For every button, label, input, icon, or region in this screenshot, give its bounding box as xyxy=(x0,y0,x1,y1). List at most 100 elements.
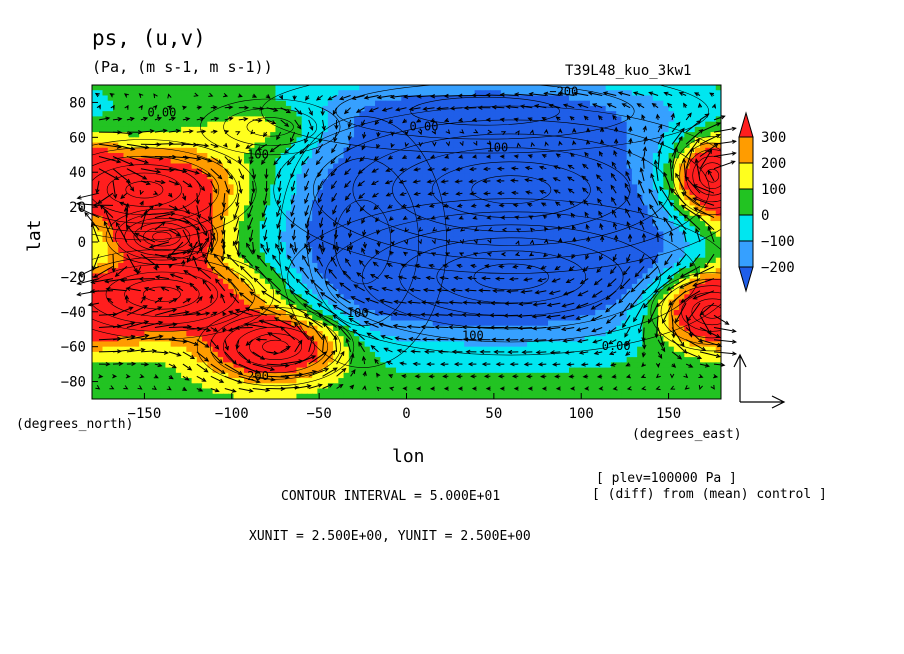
field-cell xyxy=(317,268,324,274)
field-cell xyxy=(207,273,214,280)
field-cell xyxy=(280,137,287,144)
field-cell xyxy=(642,215,649,222)
field-cell xyxy=(118,236,125,243)
field-cell xyxy=(647,200,654,206)
field-cell xyxy=(327,210,334,217)
field-cell xyxy=(306,273,313,280)
field-cell xyxy=(684,273,691,280)
field-cell xyxy=(291,90,298,97)
field-cell xyxy=(511,158,518,165)
field-cell xyxy=(574,194,581,201)
field-cell xyxy=(453,283,460,290)
field-cell xyxy=(579,163,586,170)
field-cell xyxy=(312,221,318,227)
field-cell xyxy=(144,257,151,264)
field-cell xyxy=(170,268,177,274)
field-cell xyxy=(343,200,350,206)
field-cell xyxy=(154,126,161,133)
field-cell xyxy=(631,147,638,154)
field-cell xyxy=(92,121,98,128)
field-cell xyxy=(338,200,345,206)
field-cell xyxy=(532,247,539,254)
field-cell xyxy=(144,273,151,280)
field-cell xyxy=(338,158,345,165)
field-cell xyxy=(453,278,460,285)
field-cell xyxy=(170,299,177,306)
field-cell xyxy=(642,153,649,159)
field-cell xyxy=(490,221,497,227)
field-cell xyxy=(652,242,659,248)
field-cell xyxy=(500,189,507,196)
field-cell xyxy=(259,116,266,123)
field-cell xyxy=(369,85,376,91)
field-cell xyxy=(616,105,623,112)
field-cell xyxy=(301,85,308,91)
field-cell xyxy=(327,85,334,91)
field-cell xyxy=(275,215,282,222)
field-cell xyxy=(663,121,670,128)
field-cell xyxy=(317,231,324,238)
field-cell xyxy=(553,105,560,112)
field-cell xyxy=(537,257,544,264)
field-cell xyxy=(207,121,214,128)
field-cell xyxy=(396,168,402,175)
field-cell xyxy=(375,189,381,196)
field-cell xyxy=(443,147,450,154)
field-cell xyxy=(223,132,229,138)
field-cell xyxy=(133,132,140,138)
field-cell xyxy=(490,215,497,222)
field-cell xyxy=(516,231,523,238)
field-cell xyxy=(107,153,114,159)
field-cell xyxy=(710,95,717,102)
field-cell xyxy=(658,231,664,238)
field-cell xyxy=(673,137,680,144)
field-cell xyxy=(270,132,277,138)
field-cell xyxy=(673,105,680,112)
field-cell xyxy=(595,242,602,248)
field-cell xyxy=(527,158,533,165)
field-cell xyxy=(259,231,266,238)
field-cell xyxy=(364,283,371,290)
field-cell xyxy=(217,132,224,138)
field-cell xyxy=(280,299,287,306)
field-cell xyxy=(359,111,366,117)
field-cell xyxy=(217,179,224,186)
field-cell xyxy=(652,221,659,227)
field-cell xyxy=(312,85,318,91)
field-cell xyxy=(605,200,612,206)
field-cell xyxy=(700,173,706,180)
field-cell xyxy=(369,105,376,112)
field-cell xyxy=(568,231,575,238)
field-cell xyxy=(327,105,334,112)
field-cell xyxy=(416,221,423,227)
field-cell xyxy=(490,132,497,138)
field-cell xyxy=(516,215,523,222)
field-cell xyxy=(338,226,345,233)
field-cell xyxy=(223,184,229,191)
field-cell xyxy=(652,236,659,243)
field-cell xyxy=(511,111,518,117)
field-cell xyxy=(432,242,439,248)
field-cell xyxy=(406,262,413,269)
field-cell xyxy=(244,200,250,206)
field-cell xyxy=(207,116,214,123)
field-cell xyxy=(542,215,549,222)
field-cell xyxy=(715,273,721,280)
field-cell xyxy=(642,278,649,285)
field-cell xyxy=(144,226,151,233)
field-cell xyxy=(170,262,177,269)
field-cell xyxy=(364,231,371,238)
field-cell xyxy=(301,221,308,227)
field-cell xyxy=(516,268,523,274)
field-cell xyxy=(291,121,298,128)
field-cell xyxy=(553,153,560,159)
field-cell xyxy=(448,132,455,138)
field-cell xyxy=(233,262,240,269)
field-cell xyxy=(506,153,512,159)
field-cell xyxy=(270,294,277,301)
field-cell xyxy=(186,105,193,112)
field-cell xyxy=(191,294,198,301)
field-cell xyxy=(469,221,476,227)
field-cell xyxy=(312,215,318,222)
field-cell xyxy=(521,252,528,259)
